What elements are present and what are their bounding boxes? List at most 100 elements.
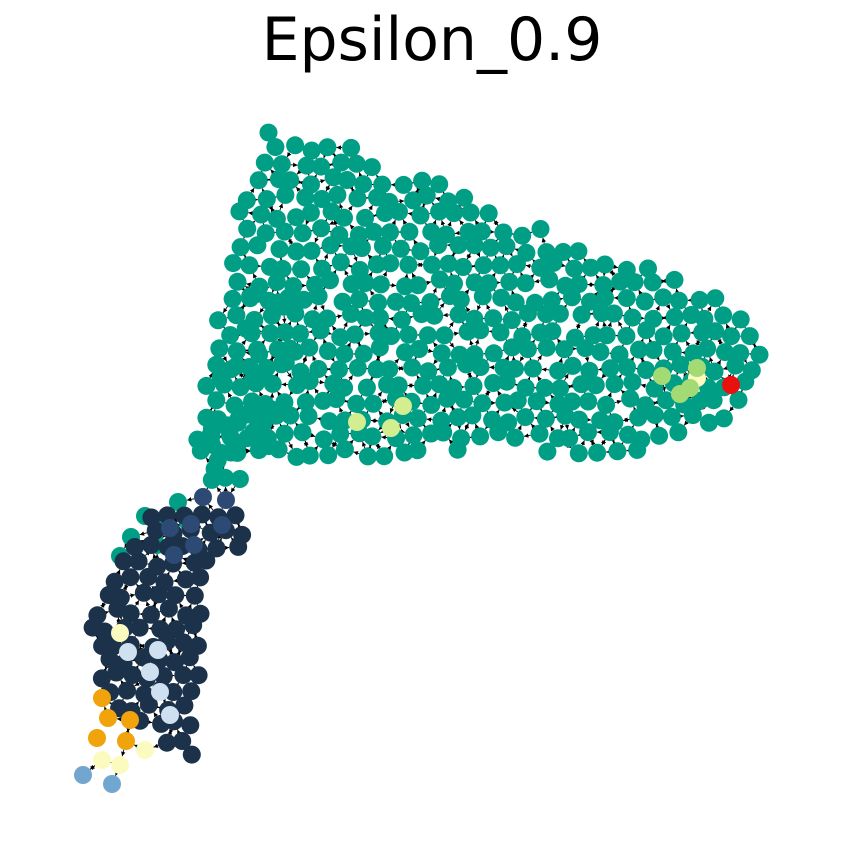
graph-node	[123, 666, 142, 684]
graph-edge	[375, 356, 381, 362]
graph-edge	[182, 557, 188, 562]
graph-node	[579, 392, 598, 411]
graph-node	[653, 367, 671, 385]
graph-node	[491, 256, 510, 275]
graph-edge	[537, 375, 542, 382]
graph-node	[588, 443, 607, 462]
graph-node	[174, 666, 193, 685]
graph-node	[608, 442, 627, 461]
graph-node	[580, 361, 599, 380]
graph-node	[338, 171, 357, 189]
graph-node	[471, 427, 490, 446]
graph-node	[350, 290, 369, 309]
graph-edge	[167, 729, 172, 735]
graph-edge	[323, 153, 328, 159]
graph-edge	[613, 264, 619, 269]
graph-edge	[206, 483, 212, 490]
graph-node	[422, 395, 441, 414]
graph-node	[347, 154, 366, 173]
graph-edge	[633, 406, 638, 412]
graph-edge	[753, 343, 759, 350]
graph-node	[146, 521, 165, 540]
graph-node	[508, 391, 527, 410]
graph-edge	[486, 410, 492, 416]
graph-edge	[462, 322, 467, 328]
graph-edge	[640, 383, 647, 389]
graph-edge	[277, 391, 282, 397]
graph-edge	[629, 356, 635, 363]
graph-node	[161, 706, 179, 724]
graph-node	[716, 343, 734, 362]
graph-node	[296, 393, 315, 412]
graph-node	[639, 259, 657, 278]
graph-edge	[367, 445, 372, 451]
graph-node	[394, 175, 413, 194]
graph-node	[500, 272, 519, 291]
graph-node	[296, 188, 315, 207]
graph-edge	[237, 523, 242, 529]
graph-edge	[386, 445, 392, 451]
graph-node	[321, 236, 340, 255]
graph-node	[227, 342, 246, 361]
graph-node	[107, 663, 126, 682]
graph-node	[130, 618, 149, 637]
graph-edge	[431, 202, 437, 208]
graph-edge	[366, 171, 372, 177]
graph-edge	[412, 357, 417, 363]
graph-edge	[575, 323, 581, 330]
graph-node	[455, 188, 474, 207]
graph-node	[311, 321, 330, 340]
graph-edge	[335, 314, 343, 319]
graph-edge	[558, 357, 563, 363]
graph-edge	[289, 390, 295, 396]
graph-node	[714, 306, 733, 325]
graph-edge	[329, 230, 335, 236]
graph-edge	[738, 389, 743, 396]
graph-edge	[324, 375, 330, 381]
graph-edge	[655, 355, 660, 361]
graph-node	[302, 241, 321, 260]
graph-edge	[466, 252, 471, 260]
graph-edge	[100, 602, 105, 608]
graph-node	[581, 292, 599, 311]
graph-edge	[594, 321, 600, 327]
graph-edge	[570, 427, 576, 433]
graph-edge	[742, 357, 748, 364]
graph-edge	[312, 355, 317, 361]
graph-node	[693, 323, 712, 342]
graph-node	[207, 391, 226, 410]
graph-node	[118, 681, 136, 700]
graph-node	[455, 390, 474, 409]
graph-node	[364, 394, 383, 413]
graph-node	[161, 519, 179, 537]
graph-edge	[305, 219, 310, 225]
graph-edge	[416, 375, 422, 381]
graph-edge	[134, 664, 139, 671]
graph-node	[93, 751, 111, 769]
graph-edge	[618, 442, 624, 448]
graph-edge	[527, 231, 533, 236]
graph-node	[111, 624, 129, 642]
graph-edge	[269, 423, 274, 430]
graph-node	[560, 429, 579, 448]
graph-edge	[403, 392, 409, 398]
graph-node	[461, 203, 480, 222]
graph-node	[300, 446, 319, 465]
graph-node	[185, 536, 203, 554]
graph-edge	[505, 339, 511, 345]
graph-node	[369, 293, 388, 312]
graph-node	[319, 446, 338, 465]
graph-node	[286, 136, 305, 155]
graph-edge	[268, 356, 274, 362]
graph-edge	[439, 302, 445, 310]
graph-node	[430, 202, 449, 221]
graph-node	[391, 239, 410, 258]
graph-edge	[541, 367, 550, 372]
graph-edge	[353, 451, 360, 456]
graph-edge	[408, 315, 414, 320]
graph-node	[352, 239, 371, 257]
graph-edge	[249, 187, 255, 193]
graph-edge	[537, 354, 543, 362]
graph-node	[276, 185, 295, 204]
graph-edge	[338, 203, 344, 210]
